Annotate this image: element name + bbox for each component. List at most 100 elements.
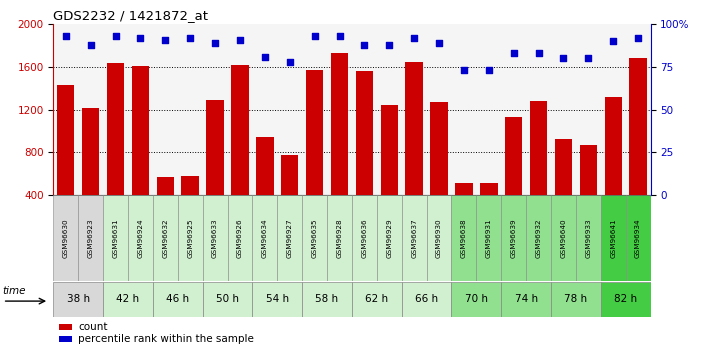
Text: GSM96923: GSM96923 xyxy=(87,218,94,258)
Bar xyxy=(352,195,377,281)
Text: 42 h: 42 h xyxy=(117,294,139,304)
Text: 46 h: 46 h xyxy=(166,294,189,304)
Text: 74 h: 74 h xyxy=(515,294,538,304)
Text: 50 h: 50 h xyxy=(216,294,239,304)
Bar xyxy=(252,195,277,281)
Bar xyxy=(576,195,601,281)
Point xyxy=(185,35,196,41)
Bar xyxy=(601,282,651,317)
Bar xyxy=(128,195,153,281)
Bar xyxy=(629,58,647,238)
Bar xyxy=(302,282,352,317)
Text: GSM96931: GSM96931 xyxy=(486,218,492,258)
Bar xyxy=(530,101,547,238)
Bar xyxy=(107,62,124,238)
Text: 66 h: 66 h xyxy=(415,294,438,304)
Point xyxy=(458,68,469,73)
Bar xyxy=(231,65,249,238)
Bar xyxy=(178,195,203,281)
Bar xyxy=(405,61,423,238)
Bar xyxy=(277,195,302,281)
Point xyxy=(109,33,121,39)
Point xyxy=(583,56,594,61)
Point xyxy=(433,40,445,46)
Bar xyxy=(57,85,75,238)
Text: GSM96924: GSM96924 xyxy=(137,218,144,258)
Bar xyxy=(501,195,526,281)
Text: GSM96637: GSM96637 xyxy=(411,218,417,258)
Bar xyxy=(551,282,601,317)
Text: GSM96630: GSM96630 xyxy=(63,218,69,258)
Point xyxy=(557,56,569,61)
Text: GSM96641: GSM96641 xyxy=(610,218,616,258)
Text: GSM96632: GSM96632 xyxy=(162,218,169,258)
Bar xyxy=(181,176,199,238)
Bar xyxy=(626,195,651,281)
Bar xyxy=(526,195,551,281)
Bar xyxy=(103,282,153,317)
Text: GSM96634: GSM96634 xyxy=(262,218,268,258)
Text: GSM96934: GSM96934 xyxy=(635,218,641,258)
Bar xyxy=(427,195,451,281)
Bar xyxy=(555,139,572,238)
Bar xyxy=(356,71,373,238)
Text: GSM96929: GSM96929 xyxy=(386,218,392,258)
Bar xyxy=(380,105,398,238)
Bar xyxy=(206,100,224,238)
Bar xyxy=(59,324,73,330)
Text: GSM96635: GSM96635 xyxy=(311,218,318,258)
Text: percentile rank within the sample: percentile rank within the sample xyxy=(78,334,255,344)
Text: 54 h: 54 h xyxy=(266,294,289,304)
Bar xyxy=(601,195,626,281)
Bar xyxy=(455,183,473,238)
Bar xyxy=(203,282,252,317)
Text: GDS2232 / 1421872_at: GDS2232 / 1421872_at xyxy=(53,9,208,22)
Point xyxy=(209,40,220,46)
Bar xyxy=(377,195,402,281)
Text: GSM96930: GSM96930 xyxy=(436,218,442,258)
Bar xyxy=(402,282,451,317)
Bar xyxy=(480,183,498,238)
Bar xyxy=(306,70,324,238)
Bar xyxy=(476,195,501,281)
Bar xyxy=(604,97,622,238)
Point xyxy=(384,42,395,47)
Bar xyxy=(327,195,352,281)
Bar xyxy=(103,195,128,281)
Text: GSM96638: GSM96638 xyxy=(461,218,467,258)
Text: GSM96633: GSM96633 xyxy=(212,218,218,258)
Bar xyxy=(352,282,402,317)
Bar xyxy=(551,195,576,281)
Point xyxy=(358,42,370,47)
Text: GSM96925: GSM96925 xyxy=(187,218,193,258)
Text: GSM96932: GSM96932 xyxy=(535,218,542,258)
Bar xyxy=(451,195,476,281)
Text: GSM96636: GSM96636 xyxy=(361,218,368,258)
Bar xyxy=(451,282,501,317)
Text: GSM96927: GSM96927 xyxy=(287,218,293,258)
Text: GSM96928: GSM96928 xyxy=(336,218,343,258)
Point xyxy=(60,33,71,39)
Bar xyxy=(256,137,274,238)
Bar xyxy=(156,177,174,238)
Text: 38 h: 38 h xyxy=(67,294,90,304)
Bar xyxy=(402,195,427,281)
Point xyxy=(607,38,619,44)
Bar xyxy=(505,117,523,238)
Bar xyxy=(153,282,203,317)
Point xyxy=(309,33,320,39)
Bar xyxy=(252,282,302,317)
Bar xyxy=(153,195,178,281)
Bar xyxy=(59,336,73,342)
Text: 82 h: 82 h xyxy=(614,294,637,304)
Text: GSM96933: GSM96933 xyxy=(585,218,592,258)
Bar xyxy=(53,195,78,281)
Bar xyxy=(203,195,228,281)
Point xyxy=(483,68,494,73)
Text: 62 h: 62 h xyxy=(365,294,388,304)
Point xyxy=(234,37,246,42)
Text: count: count xyxy=(78,322,108,332)
Text: GSM96639: GSM96639 xyxy=(510,218,517,258)
Bar xyxy=(579,145,597,238)
Bar xyxy=(430,102,448,238)
